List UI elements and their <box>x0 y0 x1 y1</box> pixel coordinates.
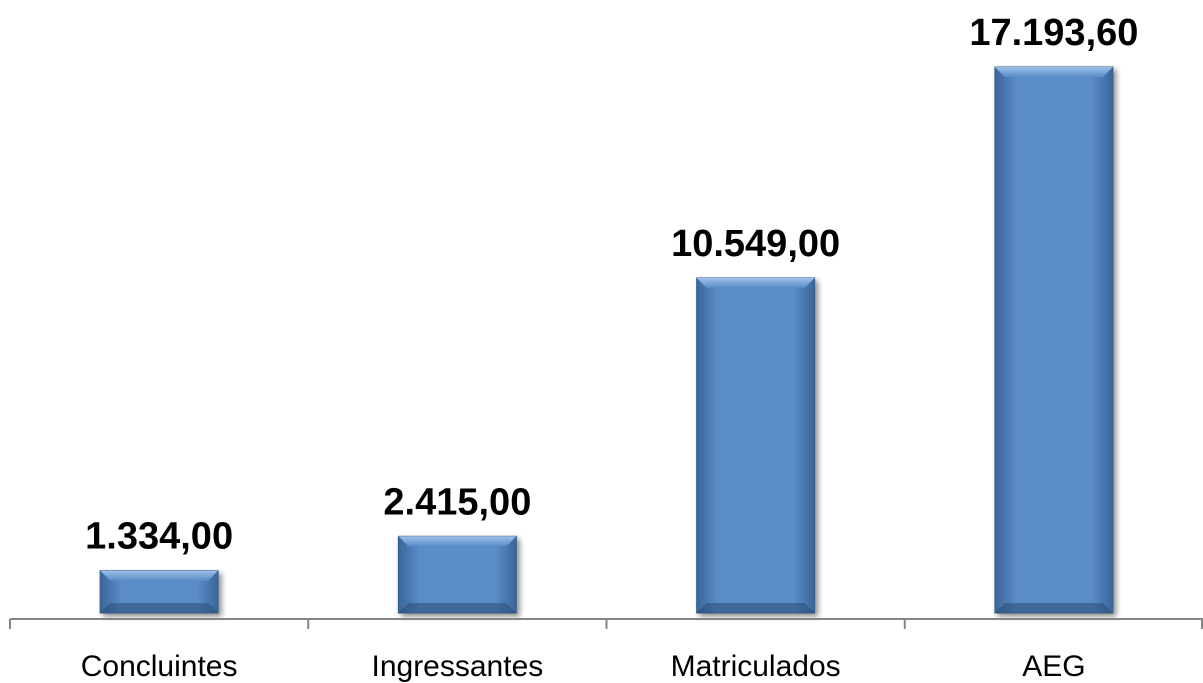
bar-bottom-bevel <box>100 603 219 613</box>
bars-layer <box>99 66 1114 614</box>
x-axis <box>9 618 1203 629</box>
bar-ingressantes <box>397 535 517 614</box>
category-labels-layer: Concluintes Ingressantes Matriculados AEG <box>81 650 1086 683</box>
category-label: Concluintes <box>81 650 238 683</box>
bar-bottom-bevel <box>696 603 815 613</box>
data-label: 17.193,60 <box>969 12 1138 54</box>
data-label: 2.415,00 <box>383 481 531 523</box>
bar-top-bevel <box>994 67 1113 77</box>
bar-top-bevel <box>696 278 815 289</box>
category-label: Ingressantes <box>371 650 543 683</box>
category-label: Matriculados <box>671 650 841 683</box>
bar-body <box>994 66 1114 614</box>
bar-top-bevel <box>100 570 219 581</box>
category-label: AEG <box>1022 650 1085 683</box>
data-label: 1.334,00 <box>85 516 233 558</box>
data-labels-layer: 1.334,00 2.415,00 10.549,00 17.193,60 <box>85 12 1138 558</box>
bar-body <box>397 535 517 614</box>
bar-matriculados <box>696 277 816 614</box>
data-label: 10.549,00 <box>671 223 840 265</box>
bar-body <box>696 277 816 614</box>
bar-concluintes <box>99 570 219 614</box>
bar-aeg <box>994 66 1114 614</box>
bar-bottom-bevel <box>398 603 517 613</box>
bar-top-bevel <box>398 536 517 547</box>
bar-bottom-bevel <box>994 603 1113 613</box>
